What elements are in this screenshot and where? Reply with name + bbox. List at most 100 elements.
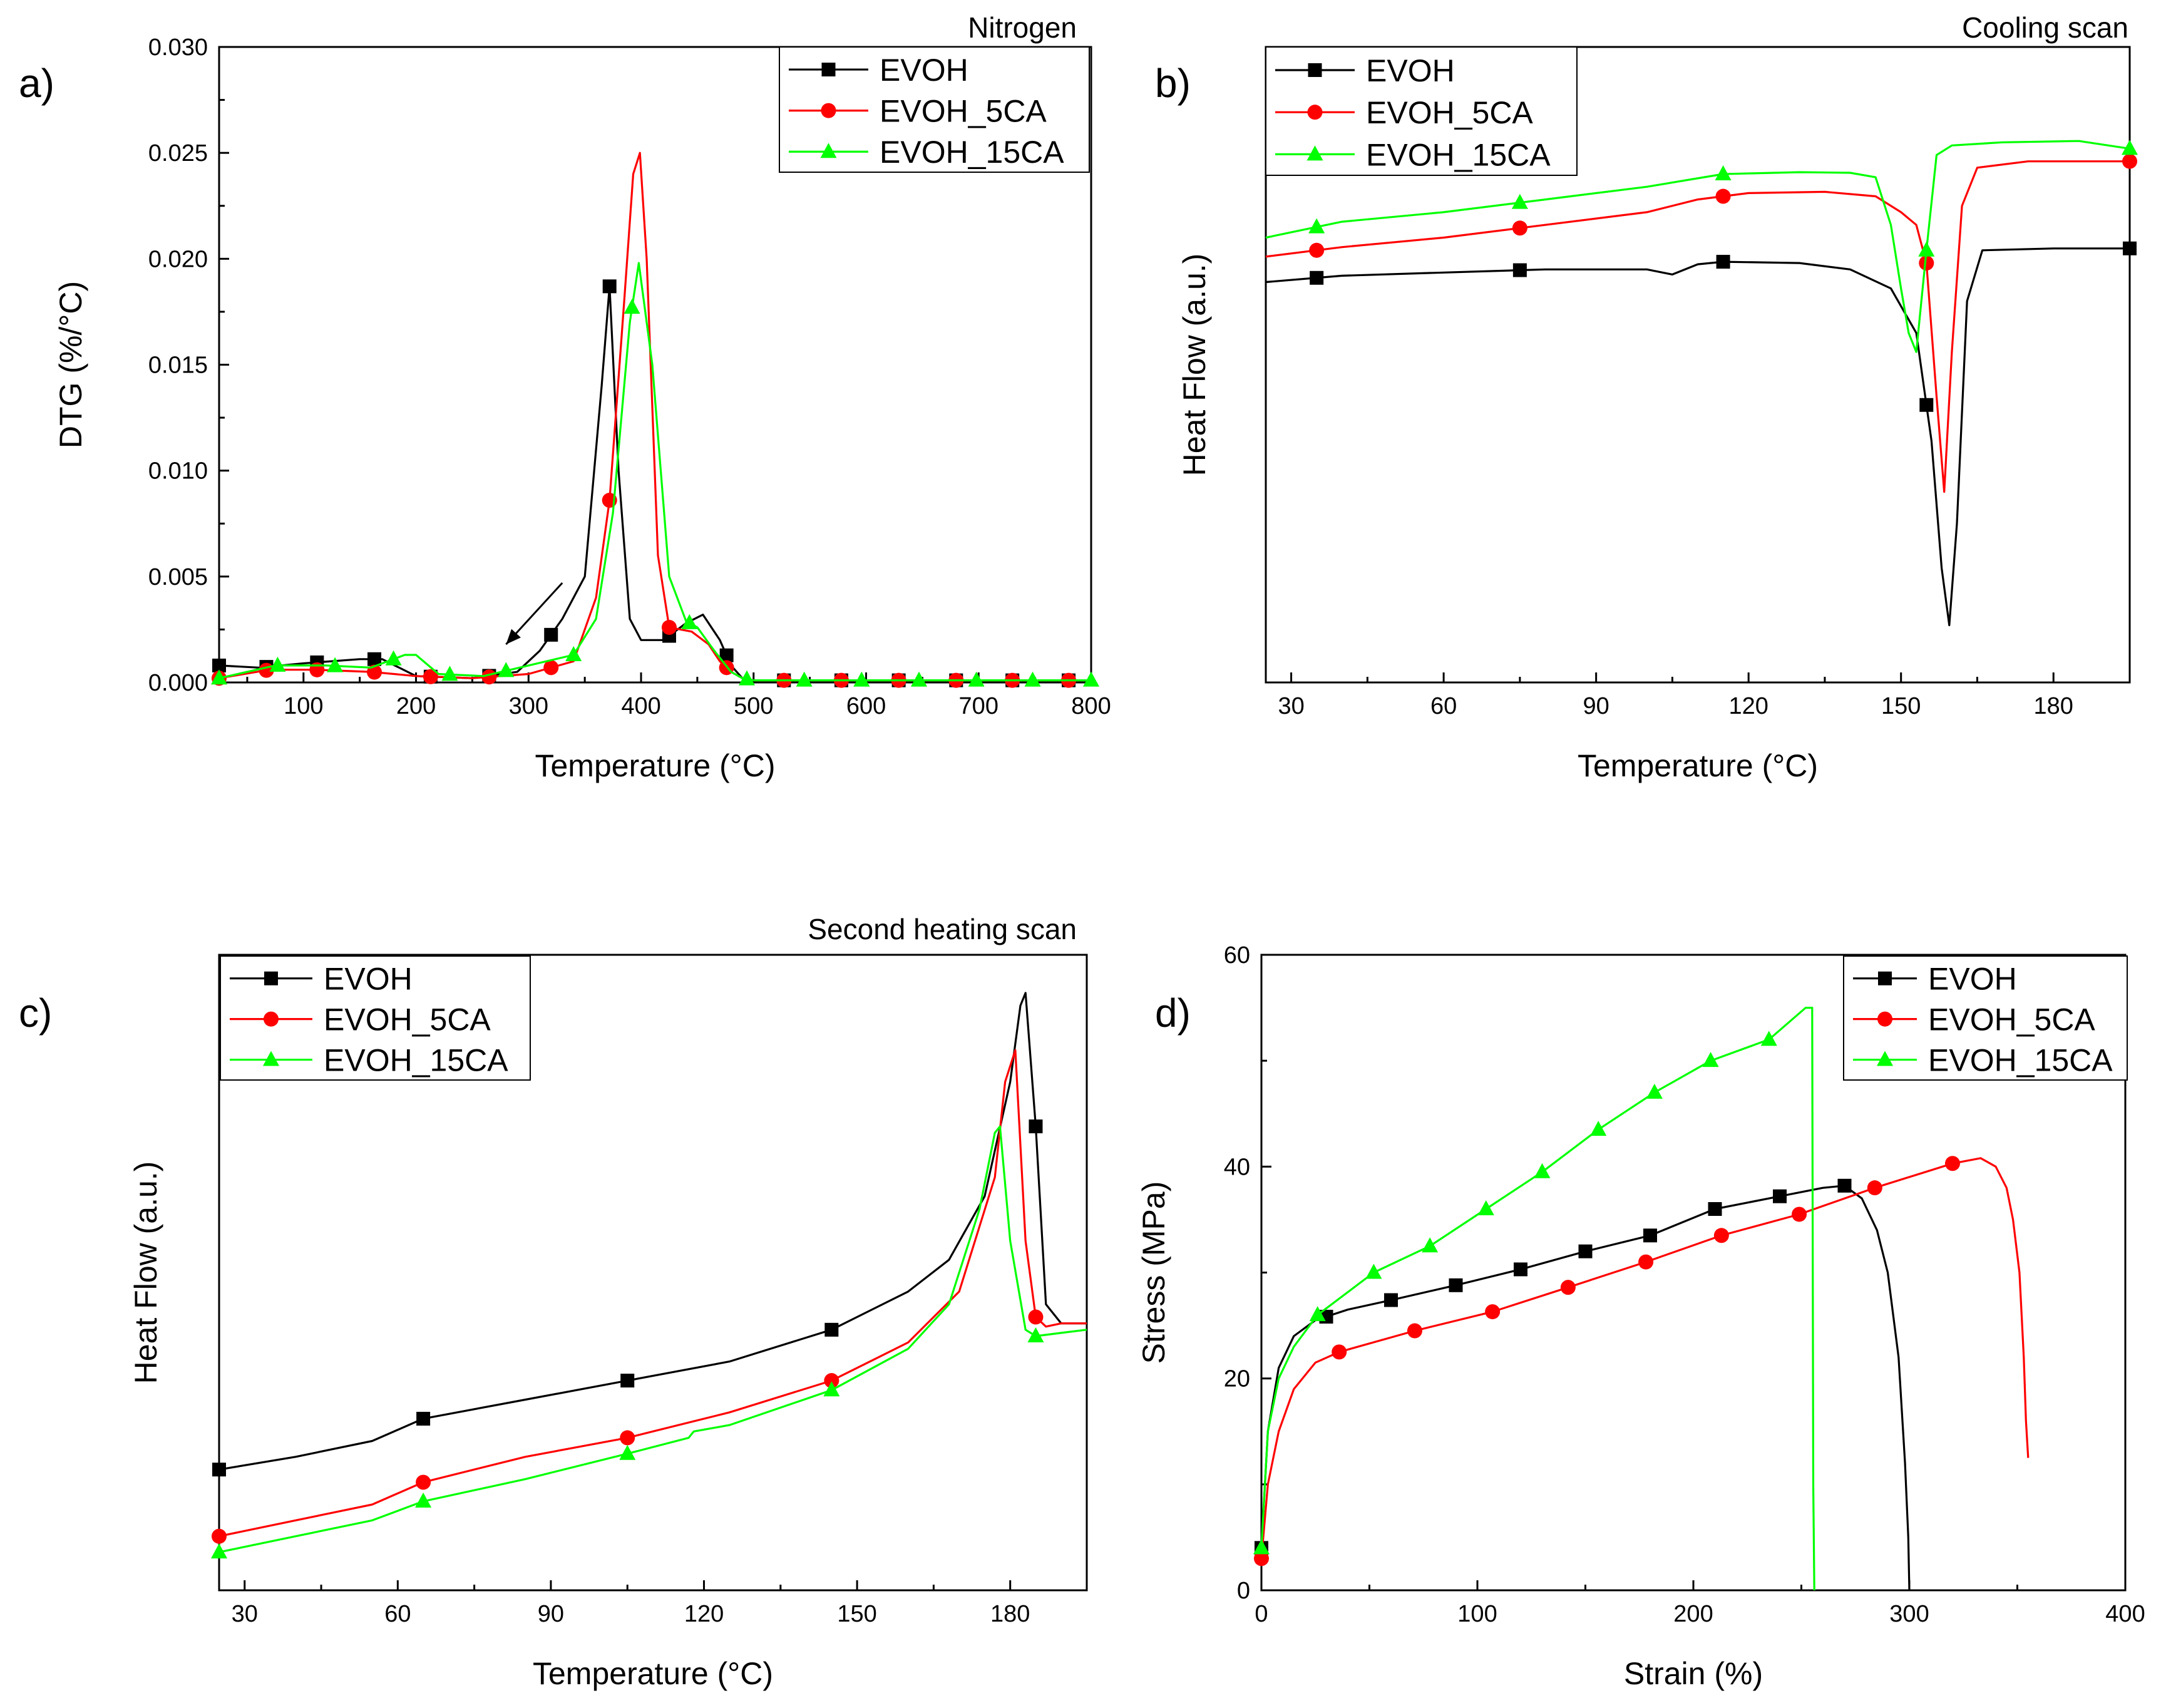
series-marker <box>1867 1180 1882 1196</box>
x-tick-label: 200 <box>1673 1601 1713 1627</box>
legend-label: EVOH_15CA <box>324 1043 508 1078</box>
legend-marker <box>1878 971 1892 985</box>
legend-label: EVOH_15CA <box>880 135 1064 170</box>
series-marker <box>1760 1031 1777 1046</box>
series-marker <box>1365 1263 1382 1279</box>
series-marker <box>212 1463 226 1477</box>
x-tick-label: 100 <box>284 693 323 719</box>
series-line <box>1265 247 2130 627</box>
legend-label: EVOH <box>324 962 413 997</box>
panel-letter: c) <box>19 990 52 1036</box>
series-marker <box>824 1373 839 1389</box>
series-marker <box>211 1543 227 1559</box>
series-marker <box>1254 1551 1269 1567</box>
legend: EVOH EVOH_5CA EVOH_15CA <box>220 955 531 1081</box>
series-marker <box>327 657 344 672</box>
series-evoh <box>212 992 1087 1477</box>
chart-title: Nitrogen <box>968 11 1077 44</box>
series-marker <box>1512 263 1527 277</box>
series-marker <box>1029 1119 1043 1134</box>
x-axis-label: Strain (%) <box>1624 1656 1763 1691</box>
series-marker <box>1028 1309 1044 1325</box>
y-tick-label: 20 <box>1224 1366 1250 1392</box>
series-line <box>218 152 1091 682</box>
y-axis-label: Stress (MPa) <box>1136 1181 1171 1364</box>
y-tick-label: 40 <box>1224 1154 1250 1180</box>
x-tick-label: 500 <box>734 693 773 719</box>
series-marker <box>1643 1228 1657 1243</box>
series-marker <box>1309 1306 1326 1322</box>
x-tick-label: 400 <box>621 693 660 719</box>
series-marker <box>619 1444 636 1460</box>
series-marker <box>910 671 927 687</box>
panel-letter: b) <box>1155 61 1191 106</box>
x-tick-label: 180 <box>2034 693 2073 719</box>
y-tick-label: 0.000 <box>148 670 208 696</box>
legend: EVOH EVOH_5CA EVOH_15CA <box>779 46 1090 173</box>
series-marker <box>1384 1293 1398 1307</box>
series-marker <box>544 627 558 642</box>
x-tick-label: 120 <box>1728 693 1768 719</box>
y-tick-label: 0 <box>1237 1578 1250 1604</box>
series-marker <box>1332 1344 1347 1360</box>
x-tick-label: 150 <box>837 1601 876 1627</box>
y-tick-label: 0.005 <box>148 564 208 590</box>
y-tick-label: 0.010 <box>148 458 208 485</box>
series-marker <box>1590 1121 1607 1136</box>
chart-panel-b: 30 60 90 120 150 180 Temperature (°C) Heat Flow… <box>1155 11 2138 783</box>
series-marker <box>1407 1323 1422 1339</box>
x-tick-label: 800 <box>1071 693 1111 719</box>
panel-letter: d) <box>1155 990 1191 1036</box>
series-marker <box>1477 1200 1494 1215</box>
legend-label: EVOH_5CA <box>1366 95 1533 130</box>
series-marker <box>1253 1539 1270 1555</box>
series-line <box>1260 1157 2030 1559</box>
x-tick-label: 100 <box>1457 1601 1497 1627</box>
series-marker <box>212 658 226 672</box>
chart-title: Second heating scan <box>808 913 1077 945</box>
legend-marker <box>1307 105 1323 120</box>
series-marker <box>1083 671 1099 687</box>
legend-label: EVOH <box>880 53 968 88</box>
x-tick-label: 400 <box>2105 1601 2145 1627</box>
annotation-arrow-head <box>506 629 521 645</box>
series-marker <box>211 669 227 685</box>
legend-label: EVOH_5CA <box>880 94 1047 129</box>
series-marker <box>1837 1178 1852 1193</box>
y-axis-label: DTG (%/°C) <box>53 281 88 448</box>
series-marker <box>1715 165 1732 180</box>
series-marker <box>1560 1280 1576 1295</box>
legend: EVOH EVOH_5CA EVOH_15CA <box>1843 955 2128 1081</box>
legend-marker <box>1877 1051 1893 1066</box>
y-axis-label: Heat Flow (a.u.) <box>1177 254 1212 476</box>
x-axis-label: Temperature (°C) <box>1578 748 1818 783</box>
series-marker <box>1534 1163 1551 1178</box>
series-marker <box>620 1430 635 1446</box>
series-marker <box>624 299 640 314</box>
series-marker <box>416 1411 431 1426</box>
x-tick-label: 700 <box>959 693 998 719</box>
legend-marker <box>1308 63 1322 77</box>
series-marker <box>796 671 813 687</box>
series-marker <box>2122 153 2137 169</box>
series-marker <box>1792 1206 1807 1222</box>
x-tick-label: 30 <box>232 1601 258 1627</box>
series-marker <box>602 279 617 294</box>
series-marker <box>1708 1202 1722 1216</box>
series-evoh-15ca <box>211 1125 1087 1559</box>
series-marker <box>1511 193 1528 209</box>
legend-marker <box>820 143 837 158</box>
series-marker <box>1918 241 1935 257</box>
plot-frame <box>1265 46 2131 684</box>
legend-label: EVOH <box>1366 53 1455 88</box>
series-marker <box>385 650 402 666</box>
x-tick-label: 120 <box>684 1601 724 1627</box>
chart-title: Cooling scan <box>1962 11 2128 44</box>
series-marker <box>423 669 438 684</box>
series-marker <box>1919 398 1934 412</box>
series-marker <box>719 648 734 662</box>
series-marker <box>853 671 870 687</box>
series-marker <box>738 670 755 686</box>
series-evoh <box>1265 241 2137 627</box>
x-axis-label: Temperature (°C) <box>533 1656 773 1691</box>
